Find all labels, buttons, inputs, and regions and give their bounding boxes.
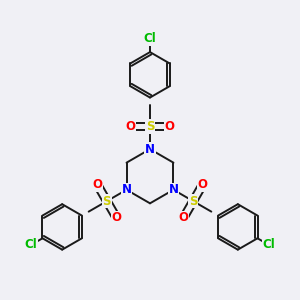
Text: O: O — [126, 120, 136, 133]
Text: N: N — [169, 183, 178, 196]
Text: O: O — [112, 212, 122, 224]
Text: O: O — [92, 178, 102, 191]
Text: Cl: Cl — [144, 32, 156, 46]
Text: Cl: Cl — [262, 238, 275, 251]
Text: N: N — [122, 183, 131, 196]
Text: O: O — [178, 212, 188, 224]
Text: Cl: Cl — [25, 238, 38, 251]
Text: O: O — [164, 120, 174, 133]
Text: N: N — [145, 142, 155, 156]
Text: O: O — [198, 178, 208, 191]
Text: S: S — [189, 195, 197, 208]
Text: S: S — [146, 120, 154, 133]
Text: S: S — [103, 195, 111, 208]
